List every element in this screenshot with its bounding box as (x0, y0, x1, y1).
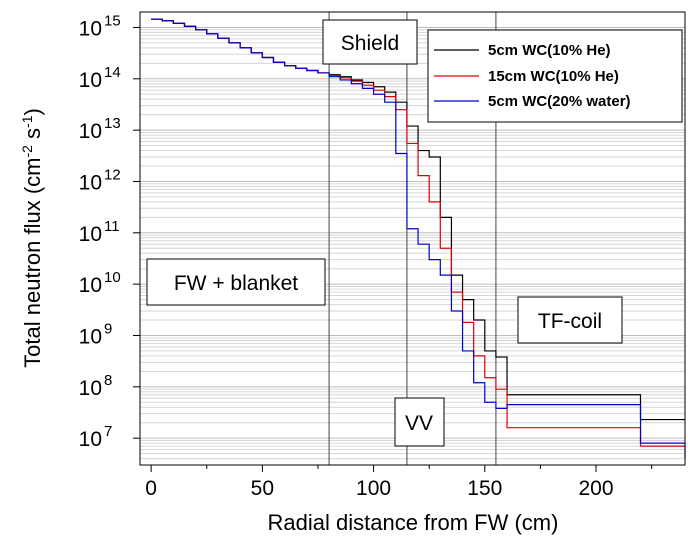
y-tick-exponent: 11 (104, 218, 120, 235)
y-tick-exponent: 13 (104, 115, 121, 132)
y-tick-exponent: 7 (104, 423, 112, 440)
y-tick-label: 10 (79, 120, 102, 143)
region-shield-label: Shield (341, 32, 399, 55)
y-axis-title: Total neutron flux (cm-2 s-1) (19, 108, 45, 368)
region-tf-coil-label: TF-coil (538, 310, 602, 333)
region-vv-label: VV (405, 412, 433, 435)
y-tick-label: 10 (79, 274, 102, 297)
legend-label-0: 5cm WC(10% He) (488, 42, 611, 59)
x-axis-title: Radial distance from FW (cm) (268, 510, 559, 535)
y-tick-label: 10 (79, 325, 102, 348)
y-tick-exponent: 14 (104, 64, 121, 81)
y-tick-label: 10 (79, 69, 102, 92)
x-tick-label: 200 (578, 477, 613, 500)
region-fw-blanket: FW + blanket (146, 258, 326, 306)
series-line-2 (151, 18, 686, 459)
region-shield: Shield (322, 19, 418, 65)
y-tick-label: 10 (79, 223, 102, 246)
region-vv: VV (394, 397, 445, 447)
region-tf-coil: TF-coil (517, 296, 623, 344)
region-fw-blanket-label: FW + blanket (174, 272, 298, 295)
series-group (151, 18, 686, 459)
y-tick-exponent: 12 (104, 166, 121, 183)
legend-label-2: 5cm WC(20% water) (488, 93, 631, 110)
y-tick-exponent: 8 (104, 372, 112, 389)
x-tick-label: 50 (251, 477, 274, 500)
x-tick-label: 100 (356, 477, 391, 500)
legend: 5cm WC(10% He) 15cm WC(10% He) 5cm WC(20… (427, 29, 683, 123)
legend-item-2: 5cm WC(20% water) (434, 93, 631, 110)
y-tick-label: 10 (79, 428, 102, 451)
legend-item-0: 5cm WC(10% He) (434, 42, 611, 59)
legend-label-1: 15cm WC(10% He) (488, 68, 619, 85)
y-tick-exponent: 9 (104, 320, 112, 337)
y-tick-label: 10 (79, 377, 102, 400)
y-tick-exponent: 15 (104, 12, 121, 29)
x-axis-ticks: 0 50 100 150 200 (145, 465, 653, 500)
plot-frame (139, 11, 686, 466)
y-tick-label: 10 (79, 17, 102, 40)
y-tick-exponent: 10 (104, 269, 121, 286)
x-tick-label: 150 (467, 477, 502, 500)
legend-item-1: 15cm WC(10% He) (434, 68, 619, 85)
x-tick-label: 0 (145, 477, 157, 500)
y-tick-label: 10 (79, 171, 102, 194)
